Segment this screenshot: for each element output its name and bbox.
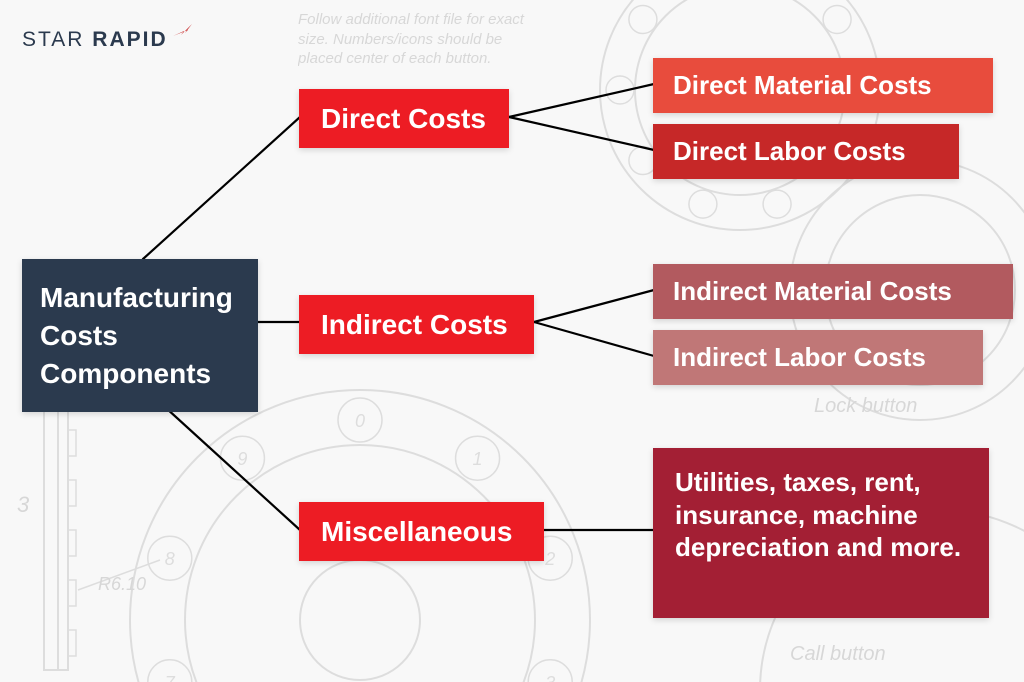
root-node: ManufacturingCostsComponents [22, 259, 258, 412]
node-direct-material: Direct Material Costs [653, 58, 993, 113]
node-indirect-labor: Indirect Labor Costs [653, 330, 983, 385]
svg-text:1: 1 [473, 449, 483, 469]
svg-text:3: 3 [545, 673, 555, 682]
node-indirect-material: Indirect Material Costs [653, 264, 1013, 319]
edge-indirect-indirect-material [534, 290, 654, 322]
root-node-line: Components [40, 355, 240, 393]
edge-root-direct [143, 117, 300, 259]
bg-annotation: Lock button [814, 395, 917, 417]
svg-text:9: 9 [237, 449, 247, 469]
node-misc: Miscellaneous [299, 502, 544, 561]
edge-direct-direct-material [509, 84, 654, 117]
brand-logo: STAR RAPID [22, 28, 194, 52]
edge-direct-direct-labor [509, 117, 654, 150]
bg-annotation: Follow additional font file for exact si… [298, 10, 548, 69]
bg-annotation: Call button [790, 643, 886, 665]
node-misc-detail: Utilities, taxes, rent, insurance, machi… [653, 448, 989, 618]
svg-text:0: 0 [355, 411, 365, 431]
node-direct: Direct Costs [299, 89, 509, 148]
svg-text:8: 8 [165, 549, 175, 569]
logo-word-b: RAPID [92, 28, 167, 52]
node-indirect: Indirect Costs [299, 295, 534, 354]
bg-annotation: R6.10 [98, 574, 146, 594]
edge-indirect-indirect-labor [534, 322, 654, 356]
root-node-line: Costs [40, 317, 240, 355]
svg-text:2: 2 [544, 549, 555, 569]
svg-text:7: 7 [165, 673, 176, 682]
bg-annotation: 3 [17, 492, 30, 517]
root-node-line: Manufacturing [40, 279, 240, 317]
logo-arrow-icon [172, 21, 194, 39]
node-direct-labor: Direct Labor Costs [653, 124, 959, 179]
logo-word-a: STAR [22, 28, 84, 52]
